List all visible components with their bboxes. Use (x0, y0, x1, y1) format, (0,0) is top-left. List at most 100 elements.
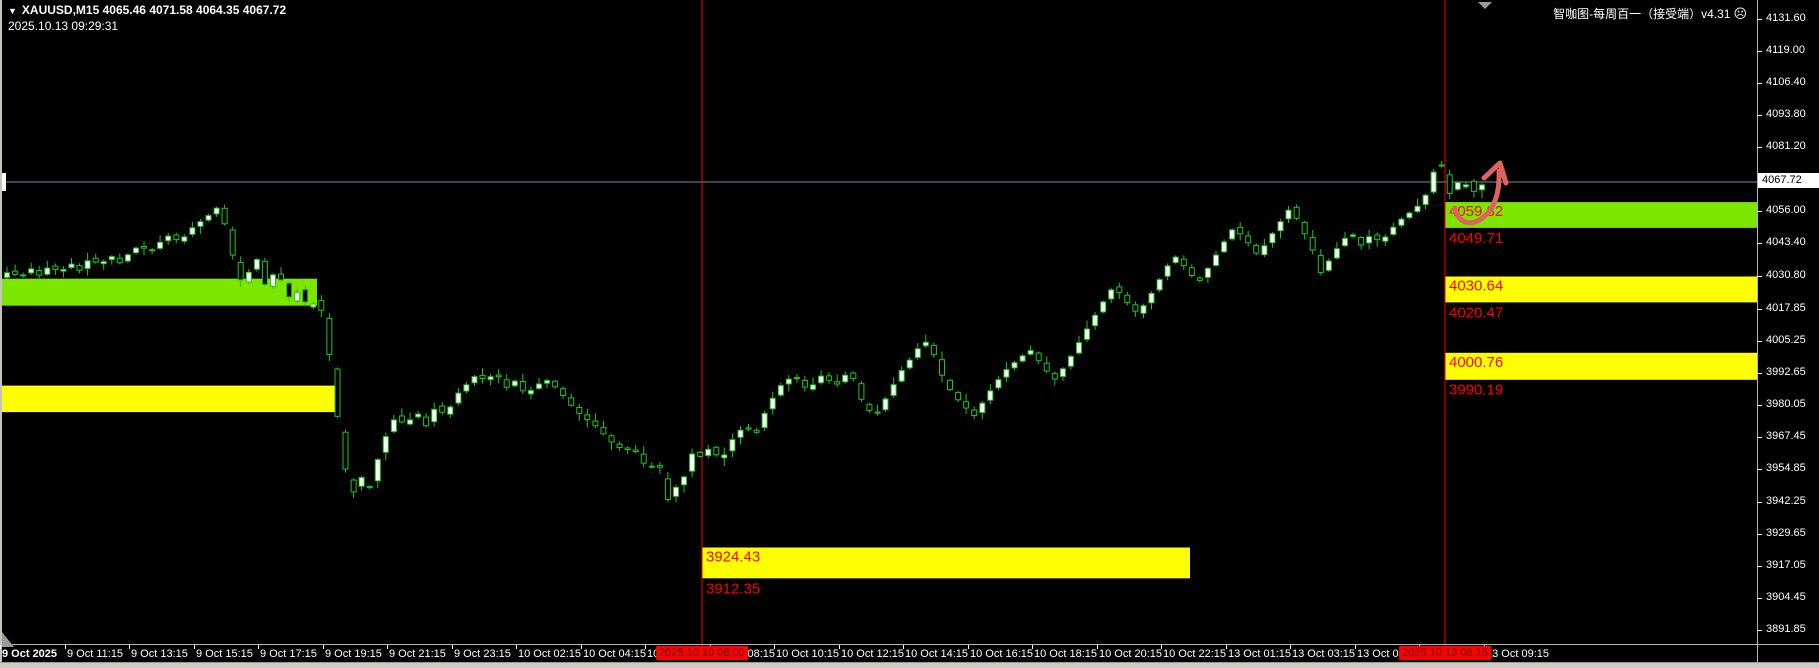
price-tick-label: 4081.20 (1766, 140, 1806, 152)
candle (681, 475, 687, 493)
candle (971, 406, 978, 420)
time-tick-label: 10 Oct 20:15 (1099, 648, 1162, 660)
price-tick (1757, 51, 1762, 52)
candle (1462, 182, 1469, 190)
candle (294, 287, 301, 303)
event-vline-label-2[interactable]: 2025.10.13 08:15 (1399, 646, 1491, 660)
candle (1051, 371, 1058, 386)
candle (181, 234, 188, 244)
sad-face-icon[interactable]: ☹ (1733, 6, 1747, 21)
right-yellow-zone-1[interactable] (1445, 276, 1757, 303)
price-tick-label: 3917.05 (1766, 559, 1806, 571)
price-tick (1757, 147, 1762, 148)
price-axis[interactable]: 4067.72 4131.60 4119.00 4106.40 4093.80 4081… (1757, 0, 1819, 644)
hand-drawn-arrow[interactable] (1452, 168, 1502, 226)
candle (1366, 229, 1373, 250)
candle (270, 273, 276, 289)
candle (1406, 211, 1413, 220)
price-tick (1757, 405, 1762, 406)
candle (624, 446, 631, 455)
candle (133, 246, 139, 255)
candle (36, 265, 43, 280)
candle (1350, 232, 1356, 238)
time-tick (0, 645, 1, 649)
candle (1221, 239, 1228, 254)
time-tick (516, 645, 517, 649)
candle (439, 402, 446, 415)
candle (777, 382, 784, 398)
candle (382, 432, 389, 461)
right-yellow-zone-2-bottom-label: 3990.19 (1449, 382, 1503, 399)
candle (995, 376, 1002, 391)
candle (890, 377, 897, 398)
price-tick-label: 4043.40 (1766, 236, 1806, 248)
price-tick-label: 4093.80 (1766, 108, 1806, 120)
candle (92, 253, 99, 264)
candle (245, 268, 252, 284)
candle (729, 433, 736, 458)
time-tick (323, 645, 324, 649)
price-tick-label: 3891.85 (1766, 623, 1806, 635)
left-yellow-zone[interactable] (2, 385, 338, 413)
price-tick (1757, 469, 1762, 470)
candle (527, 386, 534, 399)
candle (785, 375, 792, 392)
symbol-dropdown-icon[interactable]: ▼ (8, 6, 17, 16)
price-tick (1757, 566, 1762, 567)
chart-shift-marker-icon[interactable] (1478, 2, 1492, 9)
candle (310, 302, 317, 310)
candle (737, 426, 744, 445)
candle (1317, 249, 1324, 276)
candle (1148, 291, 1155, 310)
candle (286, 281, 293, 301)
mid-yellow-zone[interactable] (702, 547, 1190, 579)
candle (4, 266, 10, 279)
price-tick-label: 3954.85 (1766, 462, 1806, 474)
time-tick (1290, 645, 1291, 649)
price-tick (1757, 502, 1762, 503)
time-tick-label: 9 Oct 15:15 (196, 648, 253, 660)
right-yellow-zone-1-top-label: 4030.64 (1449, 278, 1503, 295)
right-green-zone[interactable] (1445, 202, 1757, 228)
candle (213, 206, 220, 217)
candle (165, 232, 172, 245)
candle (584, 408, 591, 428)
time-tick-label: 13 Oct 03:15 (1292, 648, 1355, 660)
candle (116, 253, 123, 265)
candle (689, 448, 696, 478)
candle (1374, 232, 1381, 247)
event-vline-label-1[interactable]: 2025.10.10 08:00 (656, 646, 748, 660)
candle (100, 259, 107, 271)
candle (1059, 367, 1066, 382)
candle (793, 374, 800, 383)
symbol-line: ▼ XAUUSD,M15 4065.46 4071.58 4064.35 4067… (8, 3, 286, 17)
window-bottom-border (0, 662, 1819, 668)
price-tick-label: 3967.45 (1766, 430, 1806, 442)
candle (278, 267, 284, 282)
candle (20, 272, 27, 278)
candle (1285, 205, 1292, 223)
time-tick-label: 9 Oct 23:15 (454, 648, 511, 660)
candle (1342, 231, 1348, 248)
candle (536, 377, 542, 390)
candle (1269, 231, 1276, 248)
price-tick (1757, 598, 1762, 599)
candle (697, 450, 704, 459)
candle (592, 413, 599, 429)
candle (640, 446, 647, 468)
candle (1301, 220, 1308, 240)
candle (882, 397, 889, 413)
right-yellow-zone-2-top-label: 4000.76 (1449, 354, 1503, 371)
right-yellow-zone-2[interactable] (1445, 352, 1757, 380)
candle (914, 343, 921, 360)
left-green-zone[interactable] (2, 278, 317, 306)
right-yellow-zone-1-bottom-label: 4020.47 (1449, 305, 1503, 322)
candle (769, 392, 776, 415)
price-tick (1757, 19, 1762, 20)
time-axis[interactable]: 9 Oct 2025 9 Oct 11:15 9 Oct 13:15 9 Oct 15… (0, 645, 1819, 662)
price-tick (1757, 211, 1762, 212)
time-tick-label: 10 Oct 16:15 (970, 648, 1033, 660)
candle (68, 258, 75, 270)
price-axis-separator (1757, 0, 1758, 662)
